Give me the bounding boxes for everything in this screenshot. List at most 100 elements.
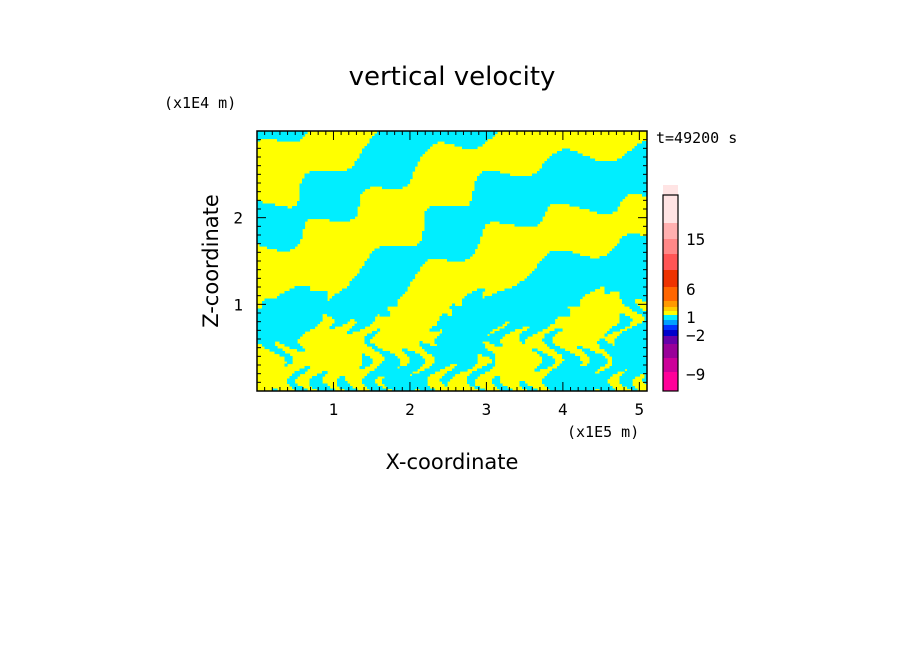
colorbar-label: 15	[686, 230, 705, 249]
downdraft-cell	[577, 346, 583, 350]
downdraft-cell	[362, 266, 421, 270]
downdraft-cell	[479, 388, 486, 391]
downdraft-cell	[322, 371, 328, 375]
downdraft-cell	[599, 338, 606, 342]
downdraft-cell	[424, 368, 441, 372]
downdraft-cell	[372, 136, 493, 140]
downdraft-cell	[534, 268, 647, 272]
downdraft-cell	[469, 201, 621, 205]
downdraft-cell	[419, 341, 423, 345]
downdraft-cell	[267, 246, 296, 250]
downdraft-cell	[292, 206, 358, 210]
downdraft-cell	[424, 211, 546, 215]
downdraft-cell	[424, 221, 491, 225]
downdraft-cell	[257, 203, 276, 207]
downdraft-cell	[354, 276, 416, 280]
downdraft-cell	[634, 146, 647, 150]
y-tick-label: 2	[233, 209, 243, 228]
downdraft-cell	[619, 313, 626, 317]
downdraft-cell	[294, 388, 308, 391]
downdraft-cell	[352, 166, 416, 170]
downdraft-cell	[437, 343, 486, 347]
downdraft-cell	[432, 363, 451, 367]
downdraft-cell	[384, 383, 428, 387]
downdraft-cell	[539, 168, 647, 172]
downdraft-cell	[287, 378, 296, 382]
downdraft-cell	[622, 331, 647, 335]
downdraft-cell	[257, 321, 321, 325]
downdraft-cell	[499, 221, 541, 225]
downdraft-cell	[469, 203, 551, 207]
downdraft-cell	[627, 233, 641, 237]
downdraft-cell	[549, 371, 596, 375]
downdraft-cell	[382, 186, 403, 190]
downdraft-cell	[599, 388, 616, 391]
colorbar-swatch	[663, 301, 678, 307]
downdraft-cell	[362, 151, 426, 155]
downdraft-cell	[522, 386, 533, 390]
downdraft-cell	[604, 368, 626, 372]
downdraft-cell	[529, 273, 647, 277]
downdraft-cell	[369, 253, 473, 257]
downdraft-cell	[607, 331, 613, 335]
downdraft-cell	[559, 363, 581, 367]
downdraft-cell	[554, 348, 566, 352]
downdraft-cell	[309, 378, 323, 382]
downdraft-cell	[257, 231, 303, 235]
downdraft-cell	[642, 313, 647, 317]
downdraft-cell	[259, 243, 298, 247]
downdraft-cell	[547, 253, 581, 257]
downdraft-cell	[617, 243, 647, 247]
colorbar-swatch	[663, 287, 678, 301]
downdraft-cell	[504, 288, 596, 292]
downdraft-cell	[284, 363, 288, 367]
downdraft-cell	[482, 366, 493, 370]
downdraft-cell	[364, 376, 378, 380]
downdraft-cell	[464, 296, 483, 300]
downdraft-cell	[364, 341, 371, 345]
downdraft-cell	[257, 216, 356, 220]
time-label: t=49200 s	[656, 129, 737, 147]
downdraft-cell	[599, 371, 618, 375]
downdraft-cell	[262, 306, 388, 310]
downdraft-cell	[557, 366, 601, 370]
downdraft-cell	[612, 358, 647, 362]
downdraft-cell	[537, 263, 647, 267]
x-axis: 1 2 3 4 5	[264, 131, 648, 419]
downdraft-cell	[302, 178, 411, 182]
colorbar-swatch	[663, 320, 678, 325]
downdraft-cell	[452, 308, 571, 312]
downdraft-cell	[364, 263, 423, 267]
downdraft-cell	[477, 178, 647, 182]
downdraft-cell	[609, 251, 647, 255]
downdraft-cell	[642, 321, 647, 325]
downdraft-cell	[627, 328, 647, 332]
downdraft-cell	[599, 343, 613, 347]
downdraft-cell	[284, 291, 328, 295]
downdraft-cell	[587, 363, 606, 367]
downdraft-cell	[424, 348, 488, 352]
downdraft-cell	[627, 386, 636, 390]
downdraft-cell	[457, 363, 476, 367]
downdraft-cell	[354, 323, 371, 327]
downdraft-cell	[409, 358, 426, 362]
downdraft-cell	[622, 373, 641, 377]
downdraft-cell	[312, 386, 331, 390]
downdraft-cell	[474, 386, 481, 390]
downdraft-cell	[632, 308, 643, 312]
plot-area	[256, 130, 648, 392]
downdraft-cell	[492, 381, 501, 385]
downdraft-cell	[377, 131, 498, 135]
downdraft-cell	[362, 148, 428, 152]
downdraft-cell	[472, 291, 483, 295]
downdraft-cell	[257, 223, 306, 227]
downdraft-cell	[644, 316, 647, 320]
downdraft-cell	[519, 336, 528, 340]
downdraft-cell	[407, 363, 423, 367]
downdraft-cell	[364, 383, 378, 387]
downdraft-cell	[362, 381, 376, 385]
downdraft-cell	[519, 383, 528, 387]
downdraft-cell	[462, 301, 581, 305]
downdraft-cell	[349, 328, 361, 332]
